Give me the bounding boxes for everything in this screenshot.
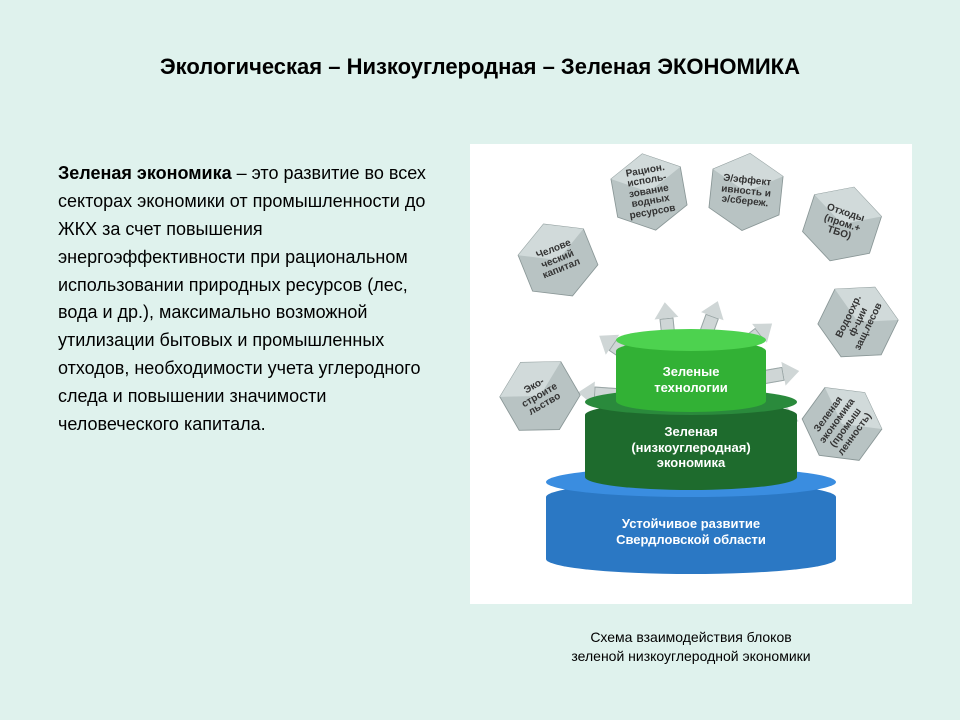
hex-node: Человеческийкапитал bbox=[501, 203, 616, 318]
caption-line-2: зеленой низкоуглеродной экономики bbox=[470, 647, 912, 666]
interaction-diagram: Устойчивое развитиеСвердловской области З… bbox=[470, 144, 912, 604]
caption-line-1: Схема взаимодействия блоков bbox=[470, 628, 912, 647]
diagram-caption: Схема взаимодействия блоков зеленой низк… bbox=[470, 628, 912, 666]
hex-node: Эко-строительство bbox=[480, 336, 600, 456]
cylinder-tier: Зеленая(низкоуглеродная)экономика bbox=[585, 402, 797, 490]
definition-paragraph: Зеленая экономика – это развитие во всех… bbox=[58, 160, 430, 439]
cylinder-label: Зеленыетехнологии bbox=[616, 364, 766, 395]
page-title: Экологическая – Низкоуглеродная – Зелена… bbox=[0, 54, 960, 80]
definition-lead: Зеленая экономика bbox=[58, 163, 232, 183]
cylinder-label: Устойчивое развитиеСвердловской области bbox=[546, 516, 836, 547]
definition-text: – это развитие во всех секторах экономик… bbox=[58, 163, 426, 434]
hex-label: Э/эффективность иэ/сбереж. bbox=[712, 173, 781, 211]
hex-node: Водоохр.ф-циизащ.лесов bbox=[799, 263, 917, 381]
cylinder-tier: Зеленыетехнологии bbox=[616, 340, 766, 412]
hex-node: Рацион.исполь-зованиеводныхресурсов bbox=[598, 141, 700, 243]
cylinder-tier: Устойчивое развитиеСвердловской области bbox=[546, 482, 836, 574]
cylinder-label: Зеленая(низкоуглеродная)экономика bbox=[585, 424, 797, 471]
hex-label: Рацион.исполь-зованиеводныхресурсов bbox=[614, 161, 685, 224]
hex-node: Отходы(пром.+ТБО) bbox=[787, 169, 898, 280]
hex-node: Э/эффективность иэ/сбереж. bbox=[698, 144, 795, 241]
